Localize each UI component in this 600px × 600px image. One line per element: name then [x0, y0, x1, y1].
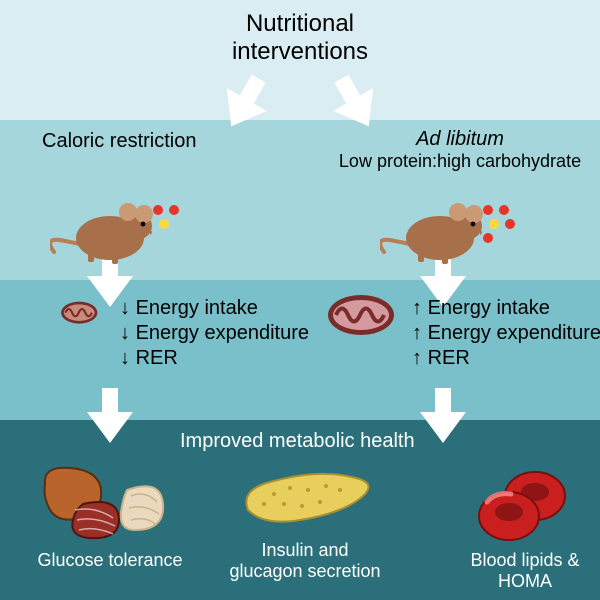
outcome-glucose-icon — [30, 460, 190, 550]
mouse-right-icon — [380, 190, 530, 275]
mitochondrion-left-icon — [60, 300, 99, 330]
outcome-glucose-label: Glucose tolerance — [30, 550, 190, 571]
metrics-left-line-2: ↓ RER — [120, 346, 309, 371]
title-line2: interventions — [232, 38, 368, 65]
metric-text: RER — [428, 347, 470, 369]
mouse-left-icon — [50, 190, 200, 275]
outcome-blood-label: Blood lipids &HOMA — [445, 550, 600, 591]
label-caloric-restriction: Caloric restriction — [42, 130, 196, 153]
arrow-bot_left — [85, 388, 135, 448]
metrics-right-line-1: ↑ Energy expenditure — [412, 321, 600, 346]
down-arrow-icon: ↓ — [120, 297, 130, 319]
down-arrow-icon: ↓ — [120, 347, 130, 369]
metrics-right-line-0: ↑ Energy intake — [412, 296, 600, 321]
page-title: Nutritional interventions — [0, 0, 600, 65]
metric-text: Energy expenditure — [136, 322, 309, 344]
arrow-top_left — [220, 75, 270, 135]
label-lphc: Low protein:high carbohydrate — [330, 151, 590, 172]
outcomes-header: Improved metabolic health — [180, 430, 415, 453]
metrics-left: ↓ Energy intake↓ Energy expenditure↓ RER — [120, 296, 309, 371]
metrics-right: ↑ Energy intake↑ Energy expenditure↑ RER — [412, 296, 600, 371]
outcome-insulin: Insulin andglucagon secretion — [225, 460, 385, 581]
metric-text: Energy expenditure — [428, 322, 600, 344]
metric-text: Energy intake — [428, 297, 550, 319]
up-arrow-icon: ↑ — [412, 347, 422, 369]
outcome-glucose: Glucose tolerance — [30, 460, 190, 571]
outcome-blood: Blood lipids &HOMA — [445, 460, 600, 591]
arrow-top_right — [330, 75, 380, 135]
outcome-blood-icon — [445, 460, 600, 550]
metrics-left-line-0: ↓ Energy intake — [120, 296, 309, 321]
up-arrow-icon: ↑ — [412, 322, 422, 344]
arrow-bot_right — [418, 388, 468, 448]
metrics-right-line-2: ↑ RER — [412, 346, 600, 371]
title-line1: Nutritional — [246, 10, 354, 37]
label-ad-libitum: Ad libitum — [330, 128, 590, 151]
mitochondrion-right-icon — [326, 292, 396, 343]
outcome-insulin-label: Insulin andglucagon secretion — [225, 540, 385, 581]
outcome-insulin-icon — [225, 460, 385, 540]
title-band: Nutritional interventions — [0, 0, 600, 120]
metrics-left-line-1: ↓ Energy expenditure — [120, 321, 309, 346]
down-arrow-icon: ↓ — [120, 322, 130, 344]
metric-text: Energy intake — [136, 297, 258, 319]
up-arrow-icon: ↑ — [412, 297, 422, 319]
label-ad-libitum-block: Ad libitum Low protein:high carbohydrate — [330, 128, 590, 172]
metric-text: RER — [136, 347, 178, 369]
